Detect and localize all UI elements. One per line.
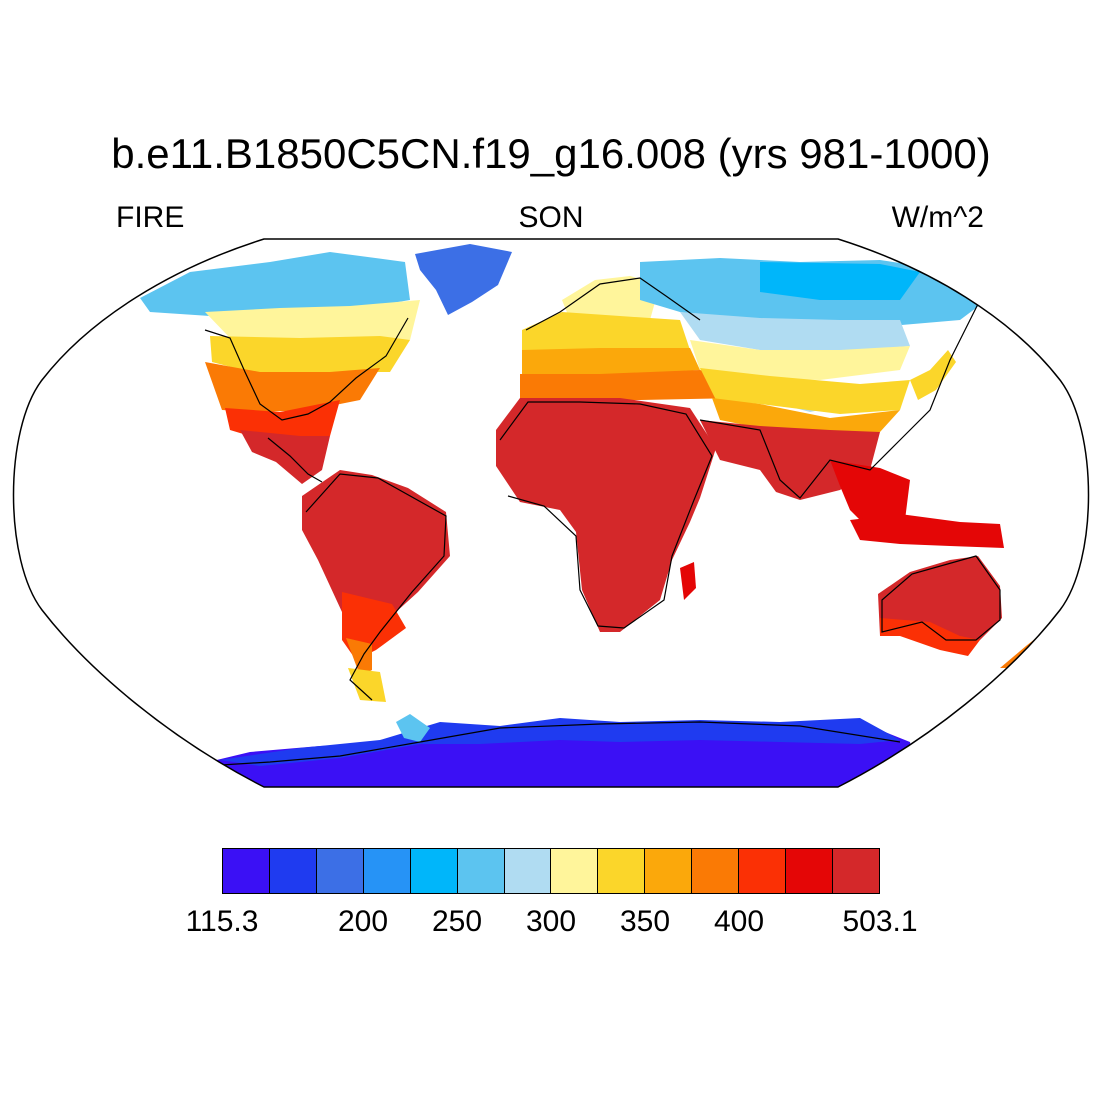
- coastline-europe: [525, 277, 701, 331]
- colorbar-box: [457, 849, 505, 893]
- colorbar-box: [551, 849, 599, 893]
- europe-north: [562, 276, 660, 326]
- australia-south: [880, 618, 980, 656]
- indonesia: [850, 514, 1004, 548]
- japan: [910, 350, 956, 400]
- north-america-gulf: [225, 400, 340, 438]
- colorbar-tick-label: 250: [431, 905, 483, 938]
- colorbar-box: [410, 849, 458, 893]
- southeast-asia: [830, 460, 910, 530]
- asia-north-far: [760, 262, 920, 300]
- colorbar-tick-label: 200: [337, 905, 389, 938]
- variable-label: FIRE: [116, 201, 185, 234]
- patagonia: [346, 638, 372, 676]
- asia-band-4: [712, 398, 900, 432]
- colorbar-box: [739, 849, 787, 893]
- colorbar-box: [645, 849, 693, 893]
- colorbar-box: [316, 849, 364, 893]
- colorbar: [222, 848, 880, 894]
- europe-mid: [522, 312, 690, 352]
- coastline-north-america: [204, 317, 409, 421]
- plot-title: b.e11.B1850C5CN.f19_g16.008 (yrs 981-100…: [111, 130, 991, 177]
- units-label: W/m^2: [891, 201, 984, 234]
- south-america: [302, 470, 450, 640]
- coastline-antarctica: [203, 721, 901, 767]
- colorbar-box: [504, 849, 552, 893]
- coastline-south-america: [305, 473, 447, 701]
- season-label: SON: [518, 201, 584, 234]
- asia-band-2: [690, 340, 910, 380]
- north-america-north: [140, 252, 410, 316]
- asia-band-1: [680, 312, 910, 352]
- coastline-africa: [499, 401, 713, 629]
- coastline-asia: [699, 299, 981, 499]
- colorbar-tick-label: 350: [619, 905, 671, 938]
- north-america-band: [210, 336, 410, 372]
- colorbar-box: [363, 849, 411, 893]
- colorbar-box: [598, 849, 646, 893]
- colorbar-tick-label: 115.3: [185, 905, 259, 938]
- north-america-mid: [205, 300, 420, 342]
- africa: [496, 398, 716, 632]
- coastline-central-america: [267, 437, 323, 483]
- europe-south: [522, 348, 700, 376]
- colorbar-box: [832, 849, 879, 893]
- land-fields: [140, 244, 1052, 787]
- colorbar-box: [269, 849, 317, 893]
- colorbar-box: [692, 849, 740, 893]
- colorbar-box: [223, 849, 270, 893]
- colorbar-box: [786, 849, 833, 893]
- colorbar-tick-label: 300: [525, 905, 577, 938]
- central-america: [240, 430, 330, 484]
- greenland: [415, 244, 512, 315]
- antarctica-coast: [220, 718, 900, 766]
- patagonia-tip: [348, 668, 386, 702]
- north-america-south: [205, 362, 380, 412]
- south-asia: [700, 420, 880, 500]
- coastline-australia: [881, 555, 1001, 641]
- asia-band-3: [700, 368, 910, 414]
- mediterranean-band: [520, 370, 760, 400]
- map-outline: [12, 238, 1090, 788]
- coastlines: [203, 277, 1001, 767]
- colorbar-tick-label: 400: [713, 905, 765, 938]
- colorbar-tick-label: 503.1: [842, 905, 918, 938]
- antarctic-peninsula: [396, 714, 430, 742]
- madagascar: [680, 562, 696, 600]
